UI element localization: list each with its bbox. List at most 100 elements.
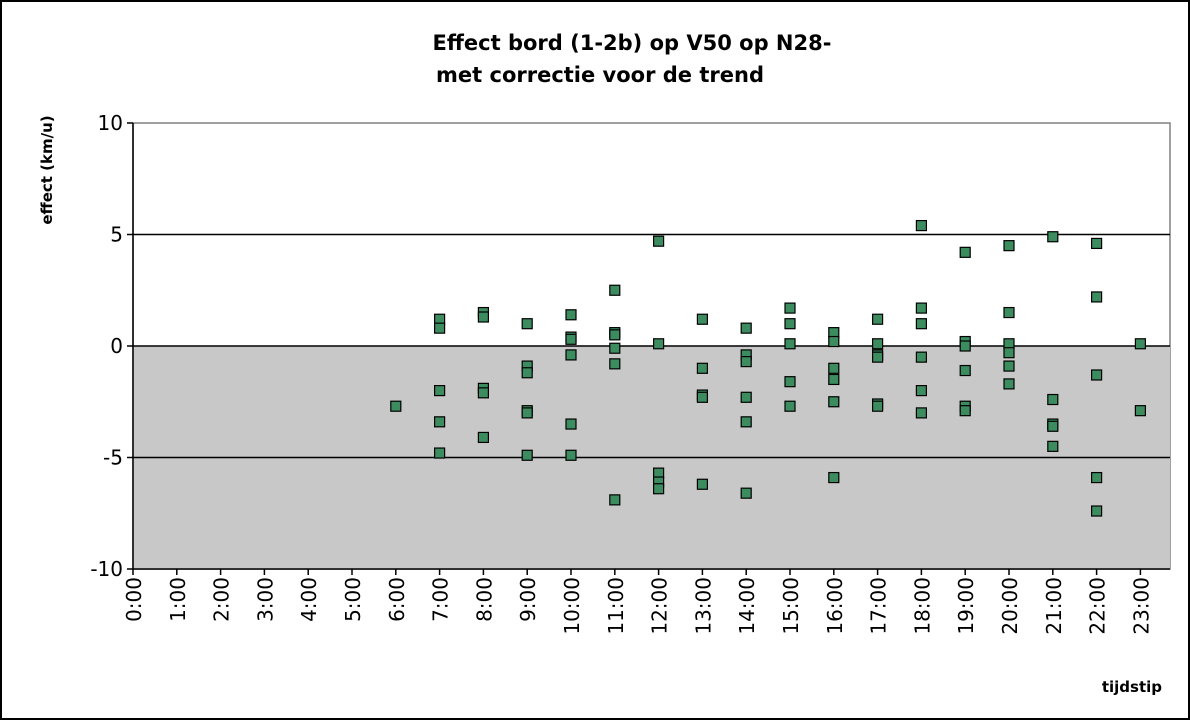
point	[521, 407, 533, 419]
point	[565, 309, 577, 321]
point	[1003, 240, 1015, 252]
point	[959, 340, 971, 352]
point	[1047, 393, 1059, 406]
point	[696, 362, 709, 374]
x-tick-label: 13:00	[691, 577, 715, 635]
point	[1003, 360, 1015, 372]
y-axis-label: effect (km/u)	[38, 115, 56, 224]
point	[828, 335, 840, 348]
point	[915, 385, 928, 397]
y-tick-label: -5	[103, 446, 123, 470]
point	[784, 318, 796, 330]
x-tick-label: 0:00	[122, 577, 146, 622]
point	[959, 405, 971, 417]
point	[915, 219, 928, 232]
point	[1090, 291, 1103, 303]
y-tick-label: 5	[110, 223, 123, 247]
x-tick-label: 11:00	[604, 577, 628, 635]
x-tick-label: 2:00	[210, 577, 234, 622]
x-tick-label: 14:00	[735, 577, 759, 635]
point	[434, 447, 446, 459]
x-tick-label: 12:00	[648, 577, 672, 635]
point	[434, 416, 446, 428]
point	[609, 329, 621, 341]
x-tick-label: 8:00	[472, 577, 496, 622]
y-tick-label: -10	[90, 557, 123, 581]
point	[828, 373, 840, 386]
point	[565, 333, 577, 345]
y-tick-label: 0	[110, 334, 123, 358]
point	[784, 400, 796, 412]
point	[696, 478, 709, 490]
y-tick-label: 10	[98, 111, 123, 135]
point	[915, 302, 928, 314]
point	[871, 351, 884, 363]
point	[959, 246, 971, 258]
point	[828, 471, 840, 484]
x-tick-label: 20:00	[998, 577, 1022, 635]
point	[915, 318, 928, 330]
point	[434, 322, 446, 334]
x-tick-label: 5:00	[341, 577, 365, 622]
x-tick-label: 4:00	[297, 577, 321, 622]
point	[871, 338, 884, 350]
point	[1047, 231, 1059, 243]
x-tick-label: 7:00	[429, 577, 453, 622]
point	[1090, 237, 1103, 250]
point	[740, 416, 752, 428]
x-tick-label: 17:00	[867, 577, 891, 635]
point	[828, 362, 840, 374]
point	[609, 494, 621, 506]
point	[565, 349, 577, 361]
point	[784, 338, 796, 350]
point	[784, 302, 796, 314]
point	[1003, 306, 1015, 319]
point	[521, 318, 533, 330]
point	[390, 400, 402, 412]
point	[477, 311, 489, 323]
point	[696, 391, 709, 403]
x-tick-label: 19:00	[954, 577, 978, 635]
point	[565, 449, 577, 461]
x-tick-label: 23:00	[1129, 577, 1153, 635]
point	[828, 396, 840, 408]
x-tick-label: 3:00	[253, 577, 277, 622]
point	[915, 407, 928, 419]
point	[434, 385, 446, 397]
x-tick-label: 6:00	[385, 577, 409, 622]
point	[477, 387, 489, 399]
point	[652, 235, 665, 247]
point	[477, 431, 489, 444]
point	[1090, 369, 1103, 381]
point	[740, 356, 752, 368]
point	[609, 358, 621, 370]
point	[959, 364, 971, 377]
point	[915, 351, 928, 363]
point	[1134, 338, 1147, 350]
point	[1090, 471, 1103, 484]
x-tick-label: 16:00	[823, 577, 847, 635]
chart-title: Effect bord (1-2b) op V50 op N28-	[433, 31, 832, 55]
x-tick-label: 10:00	[560, 577, 584, 635]
point	[871, 313, 884, 325]
point	[1047, 420, 1059, 432]
point	[1003, 378, 1015, 390]
point	[521, 449, 533, 461]
point	[871, 400, 884, 412]
point	[652, 483, 665, 495]
point	[740, 322, 752, 334]
x-axis-label: tijdstip	[1102, 678, 1162, 696]
x-tick-label: 15:00	[779, 577, 803, 635]
point	[1047, 440, 1059, 452]
point	[1090, 505, 1103, 517]
point	[696, 313, 709, 325]
point	[1134, 405, 1147, 417]
x-tick-label: 18:00	[910, 577, 934, 635]
x-tick-label: 21:00	[1042, 577, 1066, 635]
x-tick-label: 1:00	[166, 577, 190, 622]
point	[565, 418, 577, 430]
point	[740, 487, 752, 499]
x-tick-label: 9:00	[516, 577, 540, 622]
point	[521, 367, 533, 379]
